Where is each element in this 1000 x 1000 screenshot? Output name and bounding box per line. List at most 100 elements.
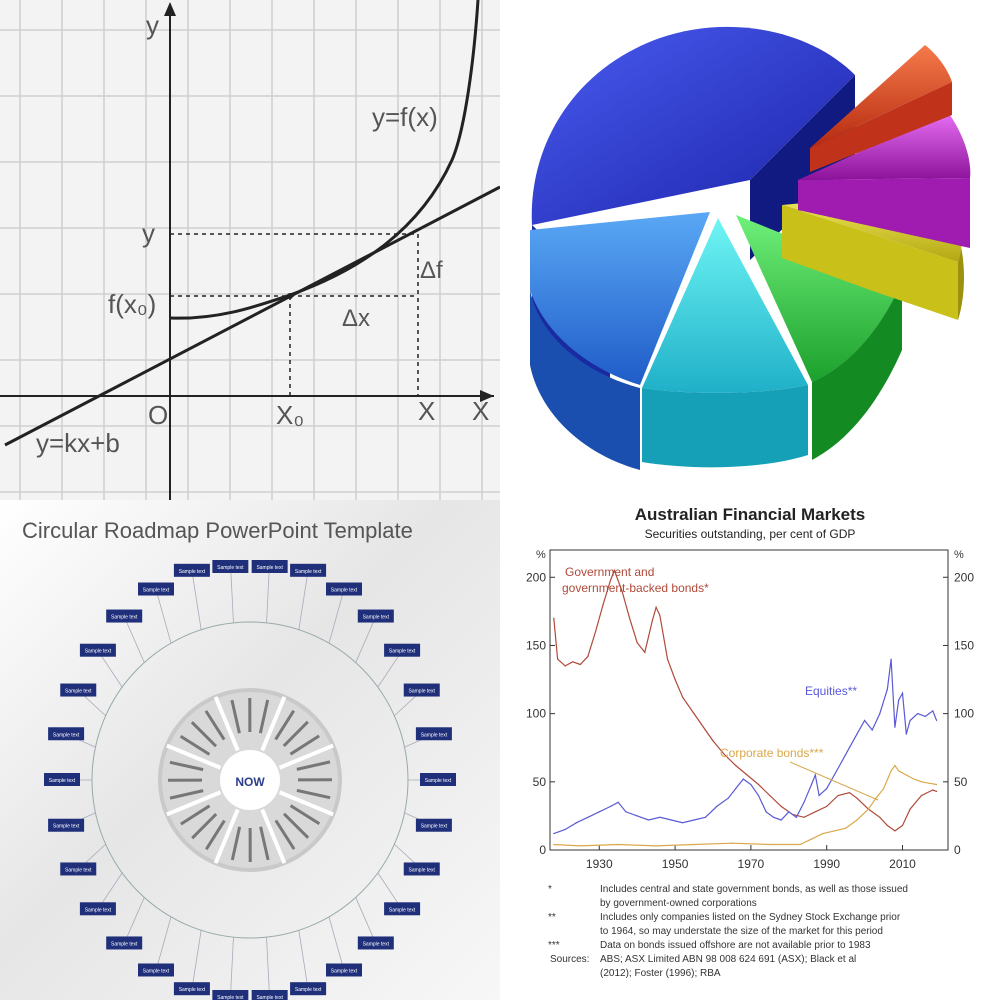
roadmap-item-box — [79, 643, 116, 657]
series-point-1 — [773, 816, 775, 818]
series-point-0 — [920, 794, 923, 797]
series-point-0 — [879, 816, 881, 818]
series-point-0 — [610, 579, 612, 581]
y-tick-label-right: 50 — [954, 775, 968, 789]
series-point-0 — [769, 794, 771, 797]
roadmap-item-label: Sample text — [363, 941, 390, 947]
series-point-2 — [890, 770, 892, 772]
series-point-0 — [894, 830, 896, 832]
roadmap-connector — [298, 570, 309, 630]
series-point-1 — [575, 822, 578, 824]
series-point-1 — [818, 794, 820, 797]
series-point-2 — [769, 843, 771, 846]
y-tick-label: 50 — [533, 775, 547, 789]
series-point-0 — [613, 569, 615, 572]
roadmap-item-box — [251, 560, 288, 573]
pie-slice-red — [810, 45, 952, 148]
legend-government-line1: Government and — [565, 565, 654, 579]
series-point-1 — [917, 713, 919, 715]
roadmap-bar — [289, 734, 320, 756]
roadmap-bar — [204, 819, 226, 851]
series-point-1 — [659, 816, 661, 818]
series-point-0 — [579, 663, 581, 666]
roadmap-item-label: Sample text — [179, 569, 206, 575]
series-point-0 — [674, 678, 676, 681]
legend-corporate-arrow — [789, 761, 879, 801]
series-point-1 — [757, 794, 760, 797]
roadmap-item-label: Sample text — [65, 867, 92, 873]
markets-chart: Australian Financial Markets Securities … — [526, 505, 974, 979]
series-point-0 — [572, 661, 574, 663]
series-point-0 — [723, 753, 725, 756]
series-point-1 — [587, 816, 589, 818]
roadmap-divider — [166, 743, 222, 770]
series-point-2 — [928, 782, 930, 784]
roadmap-item-box — [138, 582, 174, 596]
roadmap-divider — [278, 790, 334, 817]
roadmap-item-box — [60, 862, 97, 876]
series-point-1 — [598, 811, 600, 813]
series-point-1 — [924, 715, 926, 717]
roadmap-title: Circular Roadmap PowerPoint Template — [22, 518, 413, 543]
roadmap-item-box — [357, 609, 394, 623]
series-point-0 — [594, 631, 597, 633]
series-point-1 — [826, 788, 828, 790]
x-tick-label: 1930 — [586, 857, 613, 871]
series-point-0 — [636, 642, 638, 644]
series-point-1 — [909, 719, 911, 722]
roadmap-item-label: Sample text — [421, 824, 448, 830]
series-point-1 — [898, 699, 900, 701]
series-point-1 — [886, 688, 888, 690]
roadmap-item-label: Sample text — [179, 987, 206, 993]
series-point-0 — [651, 620, 653, 622]
series-point-0 — [856, 797, 858, 799]
roadmap-bar — [282, 812, 310, 839]
series-point-1 — [727, 797, 729, 799]
series-point-2 — [936, 783, 938, 786]
series-point-1 — [856, 733, 858, 735]
roadmap-item-box — [357, 936, 394, 950]
series-point-1 — [553, 833, 555, 835]
series-point-2 — [799, 843, 801, 846]
series-point-1 — [841, 760, 843, 762]
roadmap-bar — [296, 788, 331, 800]
series-point-2 — [894, 764, 896, 767]
roadmap-item-box — [251, 990, 288, 1000]
x-tick-label: 1970 — [738, 857, 765, 871]
series-point-0 — [621, 590, 623, 592]
x-tick-label: 1990 — [813, 857, 840, 871]
y-tick-label: 200 — [526, 570, 546, 584]
series-point-0 — [909, 808, 911, 810]
series-point-1 — [625, 811, 627, 813]
roadmap-item-box — [403, 862, 440, 876]
series-point-1 — [864, 719, 866, 722]
series-point-0 — [757, 783, 760, 786]
y-point-label: y — [142, 218, 155, 248]
right-unit-label: % — [954, 549, 964, 561]
pie-slice-purple-front — [798, 178, 970, 248]
footnote-text: Includes only companies listed on the Sy… — [600, 912, 901, 923]
roadmap-item-label: Sample text — [363, 615, 390, 621]
roadmap-item-box — [79, 902, 116, 916]
roadmap-item-box — [173, 982, 210, 996]
footnote-text: by government-owned corporations — [600, 898, 757, 909]
roadmap-item-box — [48, 818, 85, 832]
series-point-0 — [837, 794, 839, 797]
series-point-2 — [833, 830, 835, 832]
y-tick-label-right: 100 — [954, 707, 974, 721]
roadmap-item-label: Sample text — [256, 995, 283, 1000]
series-point-1 — [871, 729, 873, 731]
footnote-mark: * — [548, 884, 552, 895]
legend-corporate-bonds: Corporate bonds*** — [720, 746, 824, 760]
roadmap-item-box — [290, 982, 327, 996]
pie-slice-red-front — [810, 82, 952, 172]
y-tick-label: 150 — [526, 638, 546, 652]
series-point-0 — [780, 805, 782, 807]
roadmap-item-label: Sample text — [295, 569, 322, 575]
series-point-1 — [765, 811, 767, 813]
series-point-0 — [693, 713, 695, 715]
roadmap-connector — [155, 589, 172, 644]
series-point-2 — [905, 774, 907, 776]
series-point-1 — [936, 719, 938, 722]
roadmap-divider — [213, 696, 240, 752]
